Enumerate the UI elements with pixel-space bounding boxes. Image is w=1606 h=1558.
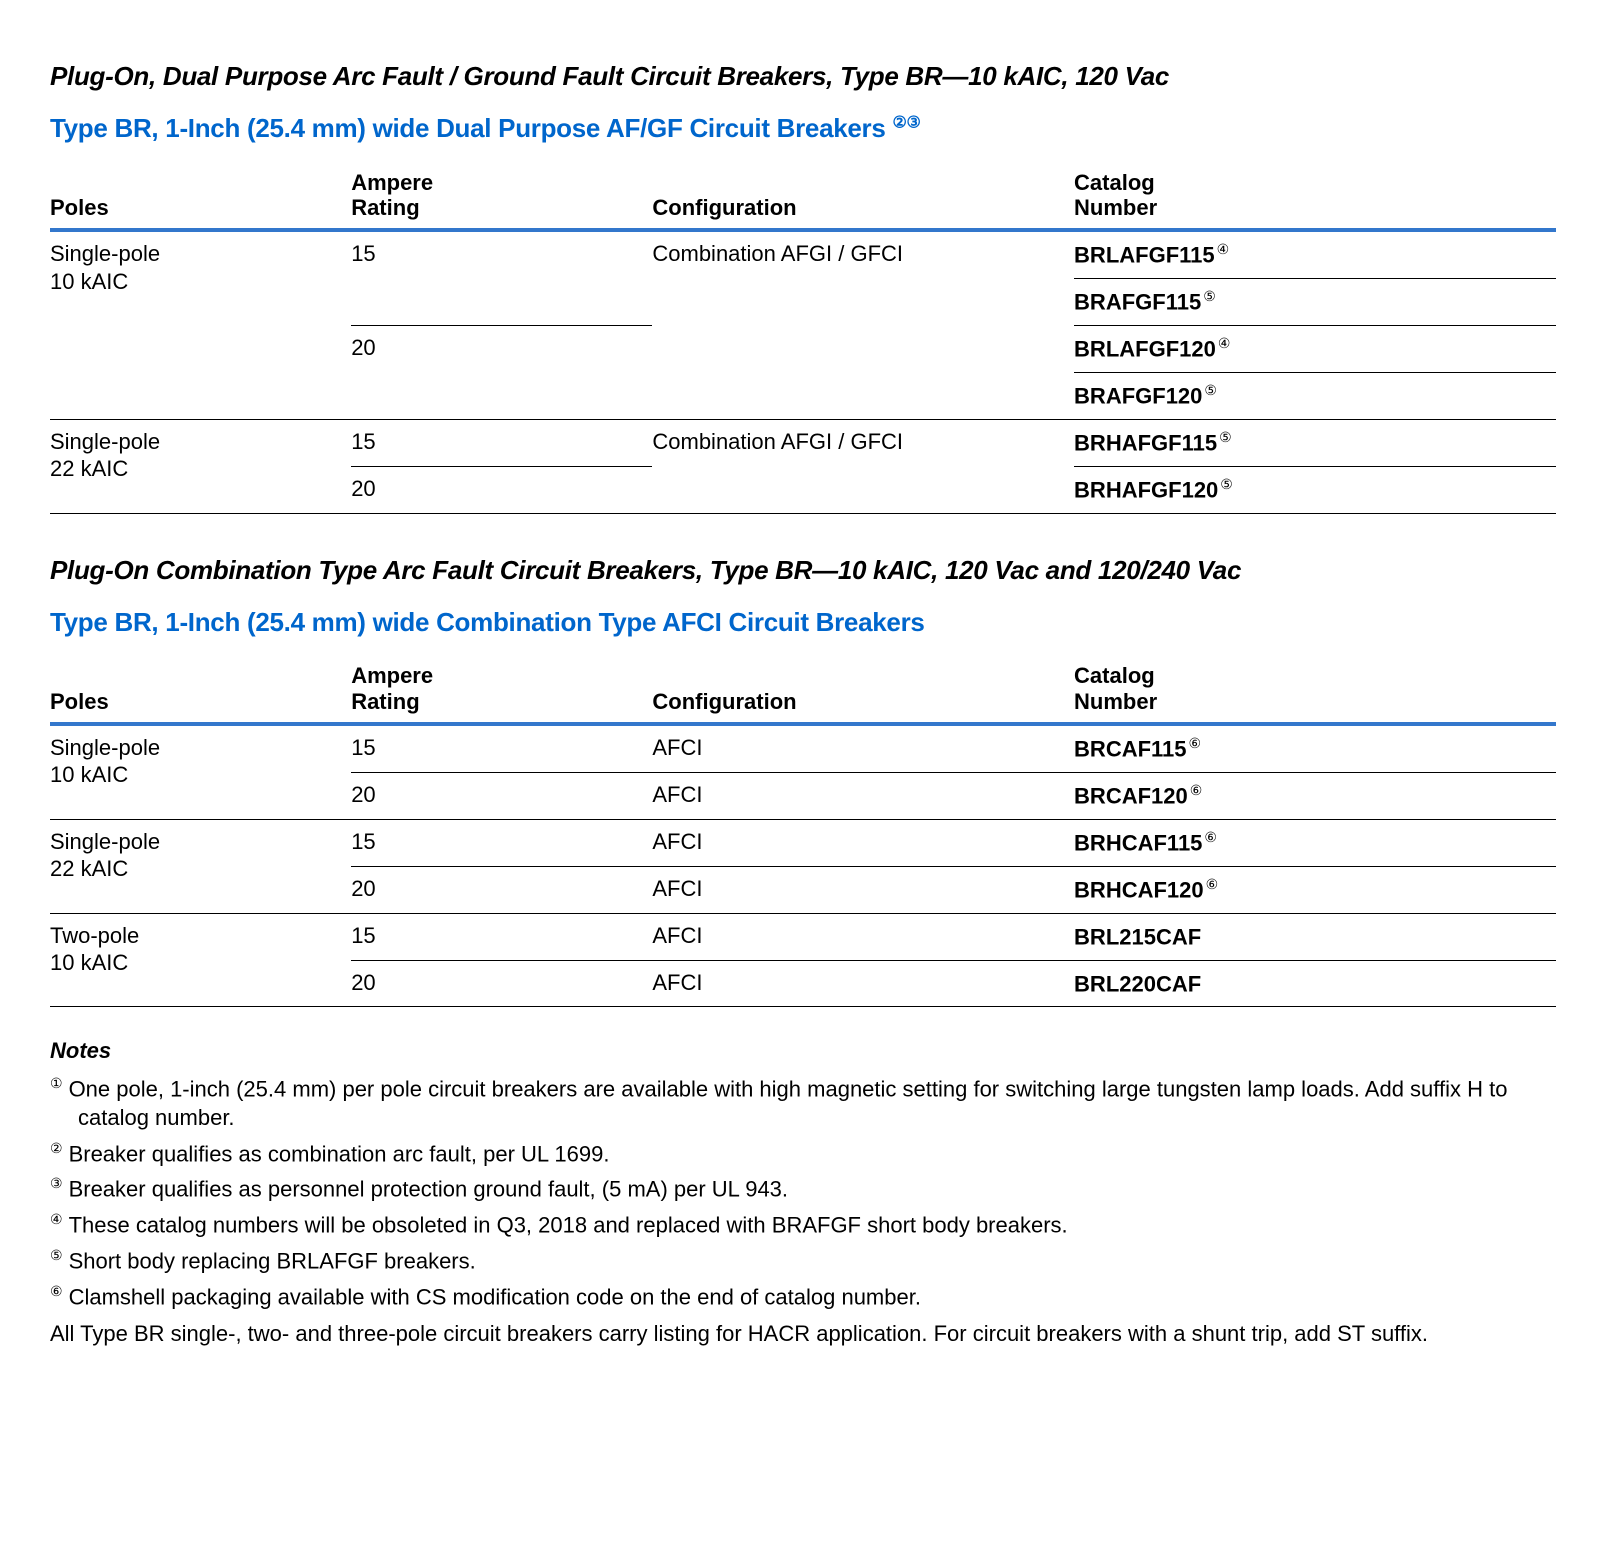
th-ampere: AmpereRating xyxy=(351,164,652,231)
table-row: Single-pole 10 kAIC 15 Combination AFGI … xyxy=(50,230,1556,278)
poles-line1: Single-pole xyxy=(50,829,160,854)
th-ampere: AmpereRating xyxy=(351,657,652,724)
poles-line1: Two-pole xyxy=(50,923,139,948)
note-item: ④These catalog numbers will be obsoleted… xyxy=(50,1210,1556,1240)
config-cell: AFCI xyxy=(652,913,1074,960)
amp-cell: 20 xyxy=(351,960,652,1007)
poles-line2: 10 kAIC xyxy=(50,950,128,975)
section1-title: Plug-On, Dual Purpose Arc Fault / Ground… xyxy=(50,60,1556,94)
amp-cell: 20 xyxy=(351,326,652,420)
note-item: ②Breaker qualifies as combination arc fa… xyxy=(50,1139,1556,1169)
config-cell: AFCI xyxy=(652,724,1074,772)
amp-cell: 20 xyxy=(351,772,652,819)
table2: Poles AmpereRating Configuration Catalog… xyxy=(50,657,1556,1007)
table2-header-row: Poles AmpereRating Configuration Catalog… xyxy=(50,657,1556,724)
amp-cell: 15 xyxy=(351,230,652,325)
amp-cell: 20 xyxy=(351,866,652,913)
note-item: ③Breaker qualifies as personnel protecti… xyxy=(50,1174,1556,1204)
catalog-cell: BRLAFGF120④ xyxy=(1074,326,1556,373)
config-cell: AFCI xyxy=(652,866,1074,913)
note-item: ①One pole, 1-inch (25.4 mm) per pole cir… xyxy=(50,1074,1556,1133)
poles-line1: Single-pole xyxy=(50,735,160,760)
catalog-cell: BRCAF120⑥ xyxy=(1074,772,1556,819)
poles-line1: Single-pole xyxy=(50,429,160,454)
th-poles: Poles xyxy=(50,164,351,231)
table-row: Single-pole 10 kAIC 15 AFCI BRCAF115⑥ xyxy=(50,724,1556,772)
th-catalog: CatalogNumber xyxy=(1074,164,1556,231)
poles-line2: 22 kAIC xyxy=(50,456,128,481)
catalog-cell: BRHAFGF120⑤ xyxy=(1074,466,1556,513)
poles-line1: Single-pole xyxy=(50,241,160,266)
poles-line2: 10 kAIC xyxy=(50,762,128,787)
amp-cell: 15 xyxy=(351,819,652,866)
poles-line2: 22 kAIC xyxy=(50,856,128,881)
table1-title: Type BR, 1-Inch (25.4 mm) wide Dual Purp… xyxy=(50,112,1556,146)
catalog-cell: BRHCAF120⑥ xyxy=(1074,866,1556,913)
section2-title: Plug-On Combination Type Arc Fault Circu… xyxy=(50,554,1556,588)
catalog-cell: BRCAF115⑥ xyxy=(1074,724,1556,772)
th-config: Configuration xyxy=(652,164,1074,231)
config-cell: AFCI xyxy=(652,772,1074,819)
config-cell: AFCI xyxy=(652,819,1074,866)
table1-title-sup: ②③ xyxy=(892,114,920,131)
table1-title-text: Type BR, 1-Inch (25.4 mm) wide Dual Purp… xyxy=(50,113,886,143)
th-poles: Poles xyxy=(50,657,351,724)
amp-cell: 15 xyxy=(351,724,652,772)
poles-line2: 10 kAIC xyxy=(50,269,128,294)
th-config: Configuration xyxy=(652,657,1074,724)
table-row: Single-pole 22 kAIC 15 AFCI BRHCAF115⑥ xyxy=(50,819,1556,866)
table1: Poles AmpereRating Configuration Catalog… xyxy=(50,164,1556,514)
catalog-cell: BRAFGF115⑤ xyxy=(1074,279,1556,326)
note-item: ⑤Short body replacing BRLAFGF breakers. xyxy=(50,1246,1556,1276)
note-item: ⑥Clamshell packaging available with CS m… xyxy=(50,1282,1556,1312)
notes-title: Notes xyxy=(50,1037,1556,1066)
th-catalog: CatalogNumber xyxy=(1074,657,1556,724)
catalog-cell: BRHCAF115⑥ xyxy=(1074,819,1556,866)
catalog-cell: BRL220CAF xyxy=(1074,960,1556,1007)
catalog-cell: BRHAFGF115⑤ xyxy=(1074,419,1556,466)
config-cell: Combination AFGI / GFCI xyxy=(652,230,1074,419)
table-row: Single-pole 22 kAIC 15 Combination AFGI … xyxy=(50,419,1556,466)
table2-title: Type BR, 1-Inch (25.4 mm) wide Combinati… xyxy=(50,606,1556,640)
config-cell: Combination AFGI / GFCI xyxy=(652,419,1074,513)
catalog-cell: BRLAFGF115④ xyxy=(1074,230,1556,278)
amp-cell: 20 xyxy=(351,466,652,513)
notes-section: Notes ①One pole, 1-inch (25.4 mm) per po… xyxy=(50,1037,1556,1348)
catalog-cell: BRL215CAF xyxy=(1074,913,1556,960)
notes-footer: All Type BR single-, two- and three-pole… xyxy=(50,1320,1556,1349)
amp-cell: 15 xyxy=(351,913,652,960)
catalog-cell: BRAFGF120⑤ xyxy=(1074,372,1556,419)
amp-cell: 15 xyxy=(351,419,652,466)
table-row: Two-pole 10 kAIC 15 AFCI BRL215CAF xyxy=(50,913,1556,960)
table1-header-row: Poles AmpereRating Configuration Catalog… xyxy=(50,164,1556,231)
config-cell: AFCI xyxy=(652,960,1074,1007)
